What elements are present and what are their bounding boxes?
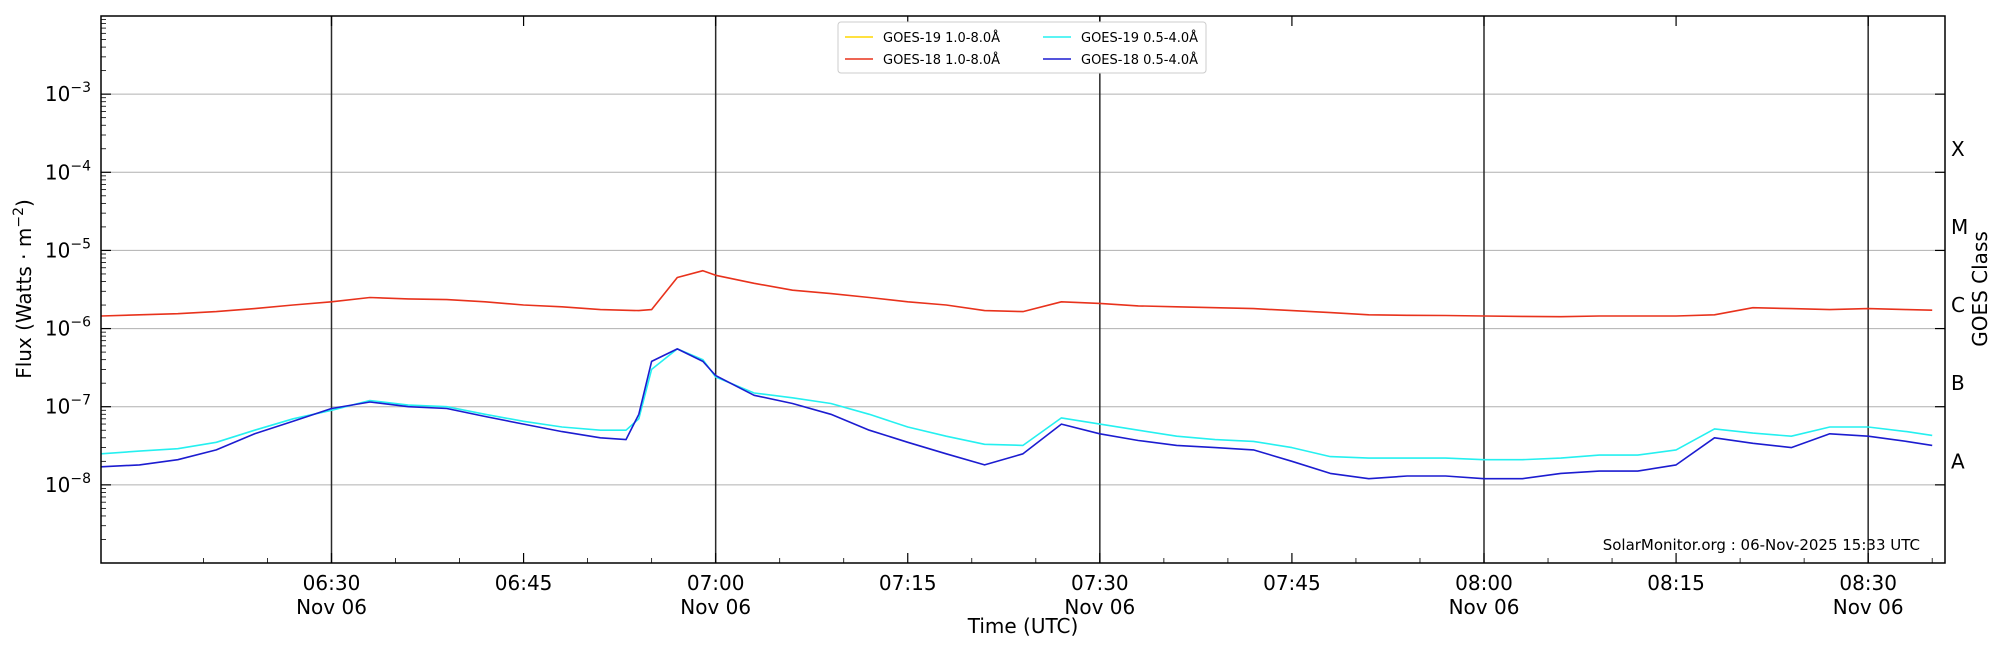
y-tick-label: 10−4: [45, 158, 91, 184]
legend-label: GOES-18 0.5-4.0Å: [1081, 52, 1198, 68]
legend-label: GOES-18 1.0-8.0Å: [883, 52, 1000, 68]
y-tick-label: 10−3: [45, 80, 91, 106]
x-tick-label: 08:00: [1455, 571, 1513, 595]
legend-items: GOES-19 1.0-8.0Å GOES-18 1.0-8.0Å GOES-19 …: [845, 30, 1198, 68]
legend-label: GOES-19 0.5-4.0Å: [1081, 30, 1198, 46]
x-tick-label: 08:15: [1647, 571, 1705, 595]
y-tick-labels: 10−8 10−7 10−6 10−5 10−4 10−3: [45, 80, 91, 497]
goes-class-label: X: [1951, 137, 1965, 161]
goes-class-label: C: [1951, 293, 1965, 317]
x-tick-label: 06:45: [495, 571, 553, 595]
y-tick-label: 10−8: [45, 471, 91, 497]
x-tick-label: 07:00: [687, 571, 745, 595]
x-tick-label: 06:30: [303, 571, 361, 595]
y-axis-title: Flux (Watts · m−2): [11, 199, 36, 379]
series-line: [100, 348, 1933, 461]
x-tick-date-label: Nov 06: [1064, 595, 1135, 619]
watermark: SolarMonitor.org : 06-Nov-2025 15:33 UTC: [1603, 536, 1920, 554]
x-tick-date-label: Nov 06: [1833, 595, 1904, 619]
y-tick-label: 10−5: [45, 236, 91, 262]
legend-box: [837, 21, 1207, 74]
y-tick-label: 10−7: [45, 393, 91, 419]
legend: GOES-19 1.0-8.0Å GOES-18 1.0-8.0Å GOES-19 …: [837, 21, 1207, 74]
plot-frame: [100, 15, 1946, 564]
series-line: [100, 269, 1933, 318]
x-tick-date-label: Nov 06: [1449, 595, 1520, 619]
x-tick-date-label: Nov 06: [296, 595, 367, 619]
series-lines: [100, 269, 1933, 480]
goes-class-labels: A B C M X: [1951, 137, 1968, 474]
grid-lines: [101, 93, 1945, 486]
x-tick-date-label: Nov 06: [680, 595, 751, 619]
vertical-day-lines: [330, 16, 1869, 563]
goes-class-label: B: [1951, 371, 1965, 395]
x-tick-label: 07:15: [879, 571, 937, 595]
x-tick-label: 07:30: [1071, 571, 1129, 595]
y-tick-label: 10−6: [45, 315, 91, 341]
axis-ticks: [101, 16, 1945, 563]
legend-label: GOES-19 1.0-8.0Å: [883, 30, 1000, 46]
x-axis-title: Time (UTC): [967, 614, 1079, 638]
goes-class-axis-title: GOES Class: [1968, 231, 1992, 347]
goes-class-label: A: [1951, 449, 1965, 473]
series-line: [100, 348, 1933, 480]
x-tick-label: 08:30: [1839, 571, 1897, 595]
goes-class-label: M: [1951, 215, 1968, 239]
x-tick-label: 07:45: [1263, 571, 1321, 595]
